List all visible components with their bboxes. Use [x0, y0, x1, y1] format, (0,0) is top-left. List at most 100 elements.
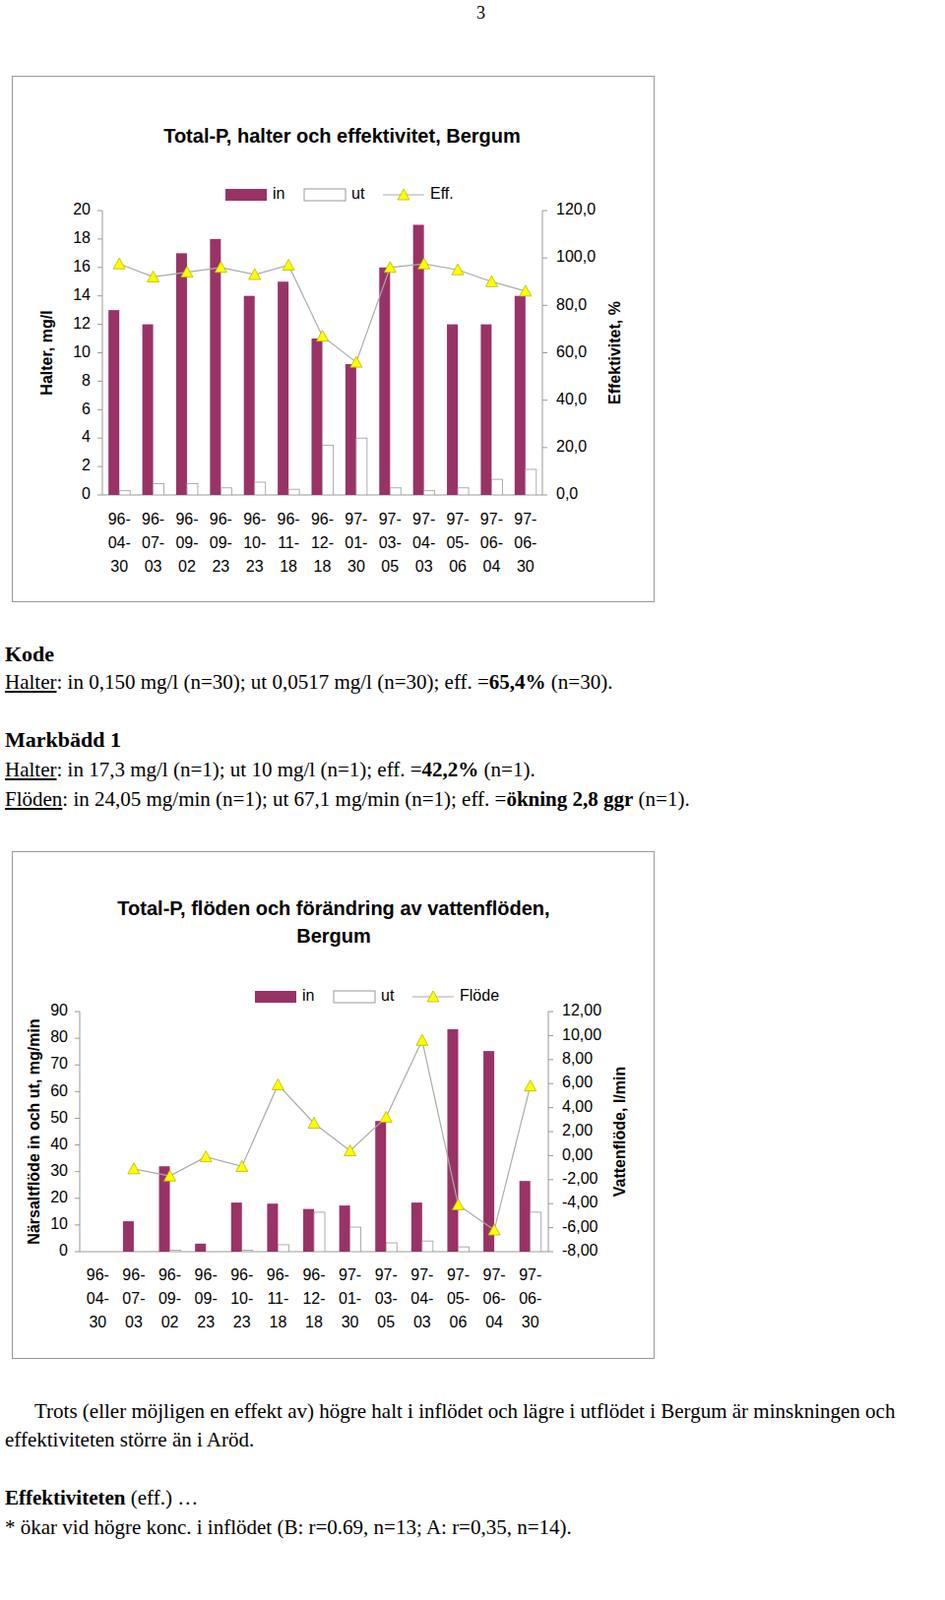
- bar: [170, 1251, 182, 1253]
- y2-tick-label: -2,00: [562, 1170, 599, 1188]
- bar: [277, 1245, 289, 1253]
- y-tick: [97, 295, 103, 297]
- label: Halter: [4, 670, 57, 694]
- y2-tick-label: 100,0: [556, 248, 596, 265]
- y-tick: [74, 1118, 80, 1120]
- bar: [446, 1029, 458, 1253]
- y2-tick: [542, 305, 548, 307]
- chart-frame: Total-P, flöden och förändring av vatten…: [11, 851, 655, 1360]
- emphasis: 42,2%: [422, 757, 480, 782]
- text: (n=30).: [546, 670, 614, 694]
- y-tick-label: 70: [50, 1055, 68, 1072]
- bar: [514, 296, 526, 496]
- bar: [350, 1227, 362, 1253]
- bar: [314, 1212, 325, 1253]
- bar: [153, 483, 165, 496]
- bar: [530, 1212, 542, 1253]
- y2-tick: [542, 257, 548, 259]
- plot-area: [123, 1029, 542, 1253]
- x-tick-label: 96-11-18: [266, 1266, 290, 1331]
- x-tick-label: 96-07-03: [141, 510, 165, 575]
- legend-swatch: [397, 189, 410, 200]
- point: [451, 263, 464, 275]
- note: * ökar vid högre konc. i inflödet (B: r=…: [4, 1514, 572, 1541]
- bar: [194, 1244, 206, 1253]
- y2-tick: [542, 352, 548, 354]
- x-tick-label: 97-06-04: [483, 1266, 506, 1331]
- bar: [446, 324, 458, 496]
- bar: [375, 1121, 386, 1253]
- text: : in 17,3 mg/l (n=1); ut 10 mg/l (n=1); …: [56, 757, 422, 782]
- bar: [123, 1221, 134, 1253]
- y2-tick-label: 0,0: [556, 485, 578, 503]
- y-tick-label: 0: [59, 1242, 68, 1260]
- y2-tick: [548, 1227, 554, 1229]
- bar: [277, 281, 289, 496]
- point: [379, 1111, 392, 1123]
- y2-tick: [542, 399, 548, 401]
- legend-swatch: [333, 991, 376, 1004]
- y-tick: [97, 380, 103, 382]
- y-tick-label: 90: [50, 1002, 68, 1019]
- legend: inutEff.: [225, 185, 454, 202]
- y-tick-label: 14: [72, 286, 91, 304]
- y-axis-label: Halter, mg/l: [38, 310, 56, 395]
- bar: [385, 1243, 397, 1253]
- bar: [356, 438, 368, 496]
- y-tick: [97, 352, 103, 354]
- section-heading: Markbädd 1: [4, 727, 122, 754]
- point: [350, 356, 363, 368]
- y-tick: [74, 1011, 80, 1013]
- y2-tick-label: -4,00: [562, 1194, 599, 1211]
- legend-label: in: [272, 185, 285, 202]
- point: [488, 1224, 501, 1236]
- label: Halter: [4, 757, 57, 782]
- bar: [491, 479, 503, 496]
- bar: [254, 482, 266, 496]
- y-tick: [97, 495, 103, 497]
- x-tick-label: 97-06-30: [513, 510, 537, 575]
- legend-swatch: [304, 189, 346, 201]
- y2-tick-label: 40,0: [556, 390, 587, 408]
- y-axis-label: Närsaltflöde in och ut, mg/min: [25, 1018, 43, 1245]
- x-tick-label: 97-04-03: [410, 1266, 434, 1331]
- y-tick-label: 16: [72, 257, 91, 275]
- bar: [205, 1252, 217, 1254]
- point: [383, 261, 396, 273]
- point: [344, 1145, 357, 1157]
- y2-tick: [548, 1035, 554, 1037]
- bar: [119, 491, 130, 496]
- point: [214, 261, 227, 273]
- bar: [378, 267, 390, 496]
- bar: [187, 483, 198, 496]
- bar: [411, 1202, 423, 1253]
- bar: [424, 491, 436, 496]
- paragraph: Trots (eller möjligen en effekt av) högr…: [4, 1397, 916, 1455]
- plot-area: [108, 224, 537, 496]
- y2-tick: [548, 1011, 554, 1013]
- y-tick: [74, 1065, 80, 1067]
- chart: Total-P, flöden och förändring av vatten…: [12, 852, 654, 1359]
- text: : in 0,150 mg/l (n=30); ut 0,0517 mg/l (…: [56, 670, 489, 694]
- y-tick-label: 12: [72, 315, 91, 332]
- y-tick: [97, 323, 103, 325]
- bar: [457, 1247, 469, 1253]
- bar: [457, 488, 469, 496]
- point: [271, 1078, 284, 1090]
- y-tick-label: 4: [81, 428, 91, 445]
- legend-swatch: [427, 991, 440, 1003]
- y2-tick: [542, 446, 548, 448]
- x-tick-label: 97-03-05: [378, 510, 402, 575]
- y-tick: [74, 1091, 80, 1093]
- y2-tick: [542, 210, 548, 212]
- legend-label: Flöde: [459, 987, 500, 1005]
- y-tick-label: 20: [50, 1189, 68, 1206]
- point: [249, 268, 261, 280]
- bar: [519, 1181, 531, 1253]
- y2-tick-label: 80,0: [556, 296, 587, 314]
- x-tick-label: 97-03-05: [375, 1266, 398, 1331]
- bar: [288, 489, 300, 496]
- text-line: Halter: in 17,3 mg/l (n=1); ut 10 mg/l (…: [4, 756, 536, 783]
- y-tick: [97, 210, 103, 212]
- bar: [220, 488, 232, 496]
